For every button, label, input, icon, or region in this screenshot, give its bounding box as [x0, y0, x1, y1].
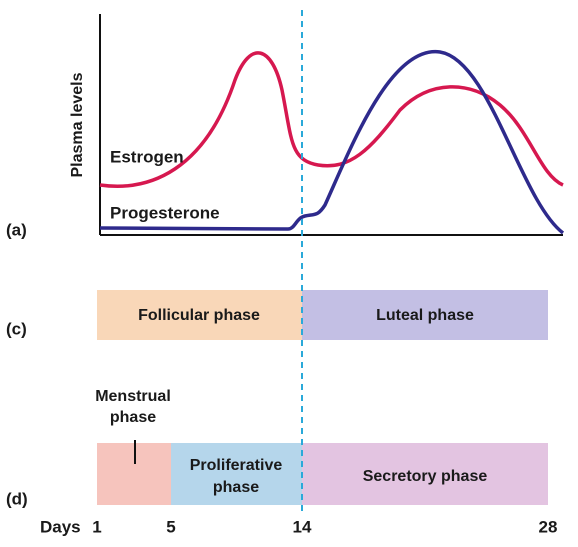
phase-label: Menstrual: [95, 388, 171, 405]
phase-box: [171, 443, 302, 505]
panel-label: (d): [6, 489, 28, 508]
phase-box: [97, 290, 302, 340]
phase-label: Follicular phase: [138, 307, 260, 324]
phase-label: phase: [110, 409, 156, 426]
curve-label: Progesterone: [110, 203, 220, 222]
panel-label: (c): [6, 319, 27, 338]
phase-label: phase: [213, 479, 259, 496]
phase-label: Luteal phase: [376, 307, 474, 324]
day-tick: 5: [166, 517, 175, 536]
phase-box: [302, 290, 548, 340]
estrogen-curve: [99, 51, 564, 188]
curve-label: Estrogen: [110, 147, 184, 166]
phase-label: Secretory phase: [363, 468, 488, 485]
progesterone-curve: [99, 50, 565, 235]
day-tick: 28: [539, 517, 558, 536]
y-axis-label: Plasma levels: [69, 72, 86, 177]
panel-label: (a): [6, 220, 27, 239]
day-tick: 14: [293, 517, 312, 536]
phase-label: Proliferative: [190, 457, 283, 474]
day-tick: 1: [92, 517, 101, 536]
days-label: Days: [40, 517, 81, 536]
phase-box: [302, 443, 548, 505]
